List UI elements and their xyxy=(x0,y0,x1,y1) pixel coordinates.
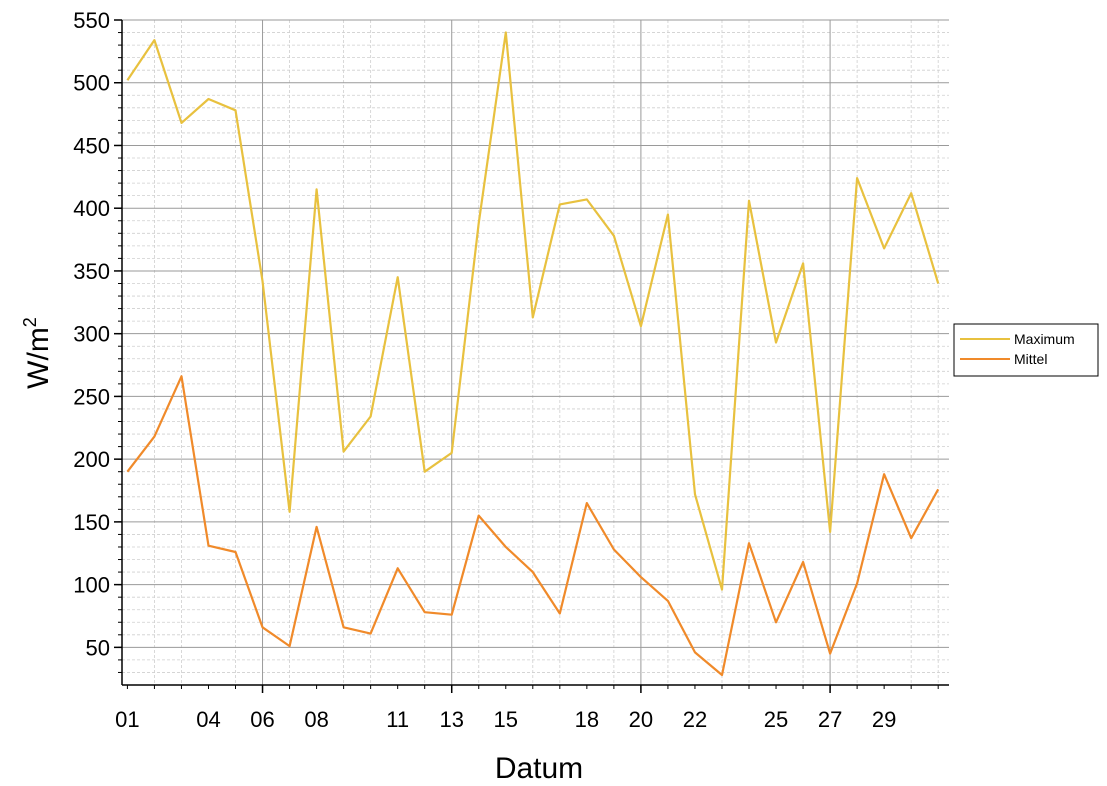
legend-label-maximum: Maximum xyxy=(1014,331,1075,347)
x-axis-title: Datum xyxy=(495,752,583,785)
x-tick-label: 06 xyxy=(250,707,274,732)
x-tick-label: 13 xyxy=(439,707,463,732)
legend: Maximum Mittel xyxy=(953,323,1099,377)
y-axis-title-text: W/m xyxy=(22,327,55,389)
legend-box xyxy=(953,323,1099,377)
y-axis-title: W/m2 xyxy=(20,317,55,389)
x-tick-label: 18 xyxy=(575,707,599,732)
x-tick-label: 01 xyxy=(115,707,139,732)
y-tick-label: 250 xyxy=(73,384,110,409)
y-tick-label: 350 xyxy=(73,259,110,284)
x-tick-label: 08 xyxy=(304,707,328,732)
y-tick-label: 500 xyxy=(73,71,110,96)
x-tick-labels: 01 04 06 08 11 13 15 18 20 22 25 27 29 xyxy=(115,707,896,732)
x-tick-label: 25 xyxy=(764,707,788,732)
y-tick-label: 450 xyxy=(73,133,110,158)
y-tick-label: 300 xyxy=(73,322,110,347)
x-tick-label: 11 xyxy=(386,707,409,732)
y-tick-label: 550 xyxy=(73,8,110,33)
y-tick-labels: 50 100 150 200 250 300 350 400 450 500 550 xyxy=(73,8,110,660)
y-tick-label: 50 xyxy=(86,635,110,660)
series-line-maximum xyxy=(126,31,940,591)
minor-gridlines xyxy=(122,20,949,685)
x-tick-label: 27 xyxy=(818,707,842,732)
y-tick-label: 100 xyxy=(73,573,110,598)
x-tick-label: 22 xyxy=(683,707,707,732)
x-tick-label: 20 xyxy=(629,707,653,732)
axes xyxy=(114,19,949,693)
plot-series xyxy=(126,31,940,677)
legend-label-mittel: Mittel xyxy=(1014,351,1047,367)
y-axis-title-superscript: 2 xyxy=(20,317,40,327)
major-gridlines xyxy=(122,19,949,685)
x-tick-label: 29 xyxy=(872,707,896,732)
x-tick-label: 15 xyxy=(494,707,518,732)
y-tick-label: 200 xyxy=(73,447,110,472)
y-tick-label: 150 xyxy=(73,510,110,535)
series-line-mittel xyxy=(126,375,940,677)
x-tick-label: 04 xyxy=(196,707,220,732)
y-tick-label: 400 xyxy=(73,196,110,221)
